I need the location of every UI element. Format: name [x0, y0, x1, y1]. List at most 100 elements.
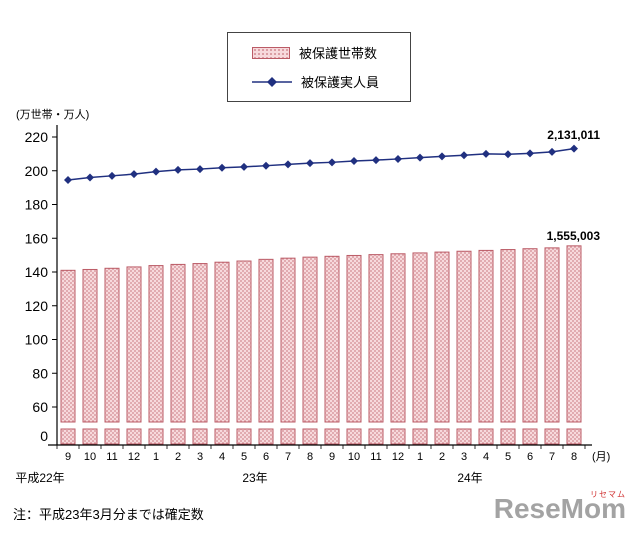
month-label: 12	[392, 451, 404, 463]
households-bar-stub	[302, 428, 318, 445]
month-label: 11	[370, 451, 381, 463]
month-label: 3	[197, 451, 203, 463]
month-unit-label: (月)	[592, 451, 610, 463]
y-zero-label: 0	[40, 428, 48, 444]
households-bar	[236, 260, 252, 423]
month-label: 6	[527, 451, 533, 463]
diamond-marker-icon	[196, 165, 204, 174]
watermark: ReseMom リセマム	[493, 490, 626, 525]
households-bar	[456, 250, 472, 423]
month-label: 5	[505, 451, 511, 463]
era-label: 平成22年	[15, 471, 64, 485]
month-label: 1	[417, 451, 423, 463]
month-label: 10	[84, 451, 96, 463]
legend: 被保護世帯数 被保護実人員	[227, 32, 411, 102]
month-label: 7	[549, 451, 555, 463]
households-bar-stub	[478, 428, 494, 445]
households-bar-stub	[236, 428, 252, 445]
households-bar-stub	[522, 428, 538, 445]
households-bar-stub	[192, 428, 208, 445]
diamond-marker-icon	[570, 144, 578, 153]
households-bar	[412, 252, 428, 423]
households-bar-stub	[566, 428, 582, 445]
households-bar	[192, 263, 208, 423]
y-tick-label: 180	[25, 197, 49, 213]
households-bar	[368, 254, 384, 423]
households-bar-swatch	[252, 46, 290, 59]
households-label: 被保護世帯数	[299, 46, 378, 61]
households-bar	[544, 247, 560, 423]
households-bar-stub	[324, 428, 340, 445]
households-bar	[280, 257, 296, 423]
diamond-marker-icon	[86, 173, 94, 182]
diamond-marker-icon	[526, 149, 534, 158]
legend-diamond-icon	[267, 76, 277, 87]
month-label: 4	[219, 451, 225, 463]
households-bar	[346, 254, 362, 423]
y-unit-label: (万世帯・万人)	[16, 108, 89, 121]
diamond-marker-icon	[218, 163, 226, 172]
households-bar	[434, 251, 450, 423]
month-label: 11	[106, 451, 117, 463]
month-label: 4	[483, 451, 489, 463]
households-bar	[324, 255, 340, 423]
diamond-marker-icon	[416, 153, 424, 162]
diamond-marker-icon	[460, 151, 468, 160]
diamond-marker-icon	[262, 161, 270, 170]
diamond-marker-icon	[130, 170, 138, 179]
y-tick-label: 220	[25, 129, 49, 145]
diamond-marker-icon	[394, 154, 402, 163]
month-label: 9	[329, 451, 335, 463]
month-label: 12	[128, 451, 140, 463]
diamond-marker-icon	[548, 147, 556, 156]
y-tick-label: 140	[25, 264, 49, 280]
y-tick-label: 160	[25, 230, 49, 246]
households-bar	[148, 265, 164, 423]
households-bar-stub	[544, 428, 560, 445]
households-bar	[390, 253, 406, 423]
persons-label: 被保護実人員	[301, 75, 380, 90]
month-label: 6	[263, 451, 269, 463]
era-label: 23年	[242, 471, 267, 485]
diamond-marker-icon	[350, 156, 358, 165]
diamond-marker-icon	[284, 160, 292, 169]
households-bar	[302, 256, 318, 423]
households-bar-stub	[258, 428, 274, 445]
note: 注：平成23年3月分までは確定数	[13, 507, 204, 522]
month-label: 9	[65, 451, 71, 463]
households-bar-stub	[500, 428, 516, 445]
households-bar	[170, 263, 186, 423]
diamond-marker-icon	[482, 149, 490, 158]
persons-end-value: 2,131,011	[547, 128, 600, 142]
watermark-tag: リセマム	[590, 490, 626, 499]
month-label: 1	[153, 451, 159, 463]
diamond-marker-icon	[64, 176, 72, 185]
month-label: 2	[439, 451, 445, 463]
households-bar-stub	[148, 428, 164, 445]
diamond-marker-icon	[240, 162, 248, 171]
month-label: 3	[461, 451, 467, 463]
y-tick-label: 100	[25, 332, 49, 348]
households-bar-stub	[214, 428, 230, 445]
diamond-marker-icon	[152, 167, 160, 176]
households-bar-stub	[390, 428, 406, 445]
households-bar	[126, 266, 142, 423]
households-bar-stub	[280, 428, 296, 445]
households-bar-stub	[412, 428, 428, 445]
month-label: 10	[348, 451, 360, 463]
diamond-marker-icon	[328, 158, 336, 167]
households-bar-stub	[368, 428, 384, 445]
diamond-marker-icon	[174, 165, 182, 174]
diamond-marker-icon	[504, 150, 512, 159]
watermark-text: ReseMom	[493, 493, 626, 524]
households-bar	[82, 268, 98, 423]
y-tick-label: 200	[25, 163, 49, 179]
households-bar	[214, 261, 230, 423]
legend-item-households: 被保護世帯数	[252, 43, 410, 62]
diamond-marker-icon	[372, 156, 380, 165]
households-bar	[500, 249, 516, 423]
diamond-marker-icon	[306, 159, 314, 168]
era-label: 24年	[457, 471, 482, 485]
